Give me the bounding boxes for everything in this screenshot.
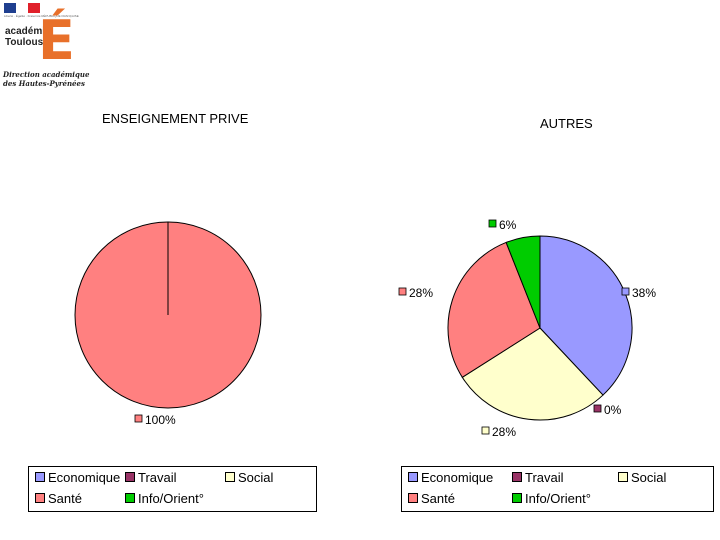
flag-blue-band bbox=[4, 3, 16, 13]
legend-item-economique: Economique bbox=[408, 470, 493, 485]
legend-item-social: Social bbox=[618, 470, 666, 485]
data-label-autres-travail-swatch bbox=[593, 404, 602, 413]
flag-red-band bbox=[28, 3, 40, 13]
data-label-autres-social-swatch bbox=[481, 426, 490, 435]
legend-swatch-info-orient bbox=[125, 493, 135, 503]
legend-label-social: Social bbox=[238, 470, 274, 485]
data-label-autres-sant: 28% bbox=[409, 286, 433, 300]
direction-line-2: des Hautes-Pyrénées bbox=[3, 79, 85, 88]
legend-label-economique: Economique bbox=[421, 470, 494, 485]
legend-label-social: Social bbox=[631, 470, 667, 485]
academie-logo-text: académie Toulouse bbox=[5, 26, 51, 48]
legend-autres: Economique Travail Social Santé Info/Orient° bbox=[401, 466, 714, 512]
data-label-autres-economique-swatch bbox=[621, 287, 630, 296]
republique-flag-icon bbox=[4, 3, 40, 13]
legend-swatch-economique bbox=[408, 472, 418, 482]
legend-label-travail: Travail bbox=[525, 470, 564, 485]
legend-enseignement-prive: Economique Travail Social Santé Info/Orient° bbox=[28, 466, 317, 512]
chart-title-enseignement-prive: ENSEIGNEMENT PRIVE bbox=[102, 111, 249, 126]
legend-item-info-orient: Info/Orient° bbox=[125, 491, 204, 506]
legend-swatch-travail bbox=[125, 472, 135, 482]
data-label-enseignement-prive-sant-swatch bbox=[134, 414, 143, 423]
legend-item-economique: Economique bbox=[35, 470, 120, 485]
legend-swatch-sant bbox=[35, 493, 45, 503]
legend-swatch-economique bbox=[35, 472, 45, 482]
data-label-autres-economique: 38% bbox=[632, 286, 656, 300]
legend-swatch-sant bbox=[408, 493, 418, 503]
legend-label-sant: Santé bbox=[48, 491, 82, 506]
data-label-autres-info-orient: 6% bbox=[499, 218, 517, 232]
legend-label-sant: Santé bbox=[421, 491, 455, 506]
legend-swatch-social bbox=[225, 472, 235, 482]
direction-academique-text: Direction académique des Hautes-Pyrénées bbox=[3, 70, 89, 88]
data-label-autres-sant-swatch bbox=[398, 287, 407, 296]
legend-swatch-travail bbox=[512, 472, 522, 482]
legend-item-sant: Santé bbox=[35, 491, 82, 506]
legend-swatch-info-orient bbox=[512, 493, 522, 503]
logo-line-academie: académie bbox=[5, 26, 51, 37]
data-label-autres-travail: 0% bbox=[604, 403, 622, 417]
data-label-enseignement-prive-sant: 100% bbox=[145, 413, 176, 427]
legend-item-sant: Santé bbox=[408, 491, 455, 506]
legend-swatch-social bbox=[618, 472, 628, 482]
pie-slice-autres-info-orient bbox=[505, 235, 541, 329]
legend-item-social: Social bbox=[225, 470, 273, 485]
flag-white-band bbox=[16, 3, 28, 13]
legend-item-travail: Travail bbox=[512, 470, 564, 485]
legend-item-travail: Travail bbox=[125, 470, 177, 485]
data-label-autres-social: 28% bbox=[492, 425, 516, 439]
data-label-autres-info-orient-swatch bbox=[488, 219, 497, 228]
flag-caption: Liberté · Égalité · Fraternité RÉPUBLIQU… bbox=[4, 14, 79, 18]
legend-label-info-orient: Info/Orient° bbox=[138, 491, 204, 506]
pie-slice-autres-sant bbox=[447, 241, 541, 378]
legend-label-economique: Economique bbox=[48, 470, 121, 485]
header-logo-block: Liberté · Égalité · Fraternité RÉPUBLIQU… bbox=[0, 0, 110, 95]
legend-label-info-orient: Info/Orient° bbox=[525, 491, 591, 506]
logo-line-toulouse: Toulouse bbox=[5, 37, 49, 48]
academie-logo-e: É bbox=[38, 9, 75, 72]
chart-title-autres: AUTRES bbox=[540, 116, 593, 131]
pie-slice-autres-social bbox=[461, 327, 604, 421]
direction-line-1: Direction académique bbox=[3, 70, 90, 79]
legend-label-travail: Travail bbox=[138, 470, 177, 485]
legend-item-info-orient: Info/Orient° bbox=[512, 491, 591, 506]
